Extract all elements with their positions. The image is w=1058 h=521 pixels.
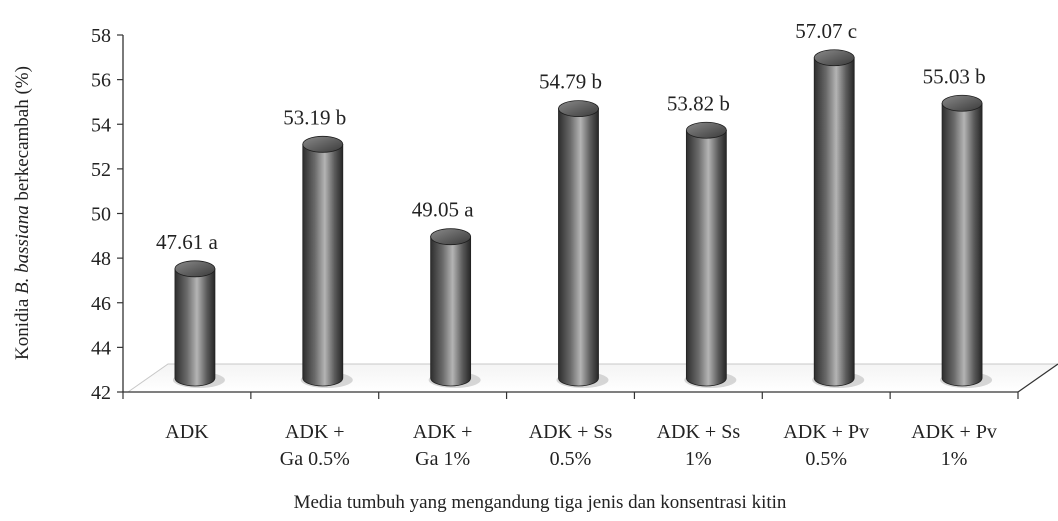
bar-body	[941, 102, 983, 387]
bar-body	[174, 268, 216, 387]
x-ticks	[122, 392, 1019, 399]
bar-body	[302, 143, 344, 387]
y-axis-title-prefix: Konidia	[12, 294, 33, 360]
bar-body	[430, 236, 472, 387]
category-label: ADK + Pv 0.5%	[783, 421, 869, 470]
category-label: ADK + Ga 0.5%	[280, 421, 350, 470]
bar	[684, 121, 737, 388]
data-label: 47.61 a	[156, 230, 219, 254]
y-tick-label: 48	[91, 248, 111, 270]
bar-top	[941, 94, 983, 112]
data-label: 53.82 b	[667, 91, 730, 115]
bar-body	[558, 108, 599, 387]
y-tick-label: 42	[91, 382, 111, 404]
y-tick-label: 44	[91, 337, 111, 359]
bar-top	[430, 228, 472, 246]
category-label: ADK + Ga 1%	[413, 421, 473, 470]
bar-body	[685, 129, 727, 387]
bars-group	[172, 49, 993, 388]
category-labels-group: ADK ADK + Ga 0.5% ADK + Ga 1% ADK + Ss 0.5% ADK…	[165, 421, 997, 470]
y-axis-title: Konidia B. bassiana berkecambah (%)	[12, 66, 33, 360]
category-label: ADK + Ss 0.5%	[529, 421, 613, 470]
y-axis-title-italic: B. bassiana	[12, 205, 33, 294]
data-label: 57.07 c	[795, 19, 857, 43]
data-label: 54.79 b	[539, 70, 602, 94]
bar-top	[685, 121, 727, 139]
bar	[940, 94, 993, 388]
y-tick-label: 50	[91, 204, 111, 226]
bar-top	[174, 260, 216, 278]
bar	[172, 260, 225, 388]
category-label: ADK + Ss 1%	[657, 421, 741, 470]
bar	[428, 228, 481, 388]
x-axis-title: Media tumbuh yang mengandung tiga jenis …	[294, 492, 787, 513]
y-tick-label: 46	[91, 293, 111, 315]
y-tick-label: 56	[91, 70, 111, 92]
y-tick-label: 58	[91, 25, 111, 47]
bar-body	[813, 57, 855, 387]
y-tick-label: 54	[91, 114, 111, 136]
bar-top	[558, 100, 599, 118]
bar-top	[302, 135, 344, 153]
category-label: ADK	[165, 421, 209, 443]
data-label: 55.03 b	[923, 64, 986, 88]
y-tick-label: 52	[91, 159, 111, 181]
data-label: 53.19 b	[283, 105, 346, 129]
bar	[300, 135, 353, 388]
y-axis-title-suffix: berkecambah (%)	[12, 66, 33, 205]
data-labels-group: 47.61 a 53.19 b 49.05 a 54.79 b 53.82 b 57.07…	[156, 19, 986, 254]
category-label: ADK + Pv 1%	[911, 421, 997, 470]
bar	[556, 100, 609, 388]
bar	[812, 49, 865, 388]
bar-top	[813, 49, 855, 67]
y-ticks: 42 44 46 48 50 52 54 56 58	[91, 25, 123, 404]
data-label: 49.05 a	[412, 198, 475, 222]
floor-edge	[1017, 363, 1058, 393]
